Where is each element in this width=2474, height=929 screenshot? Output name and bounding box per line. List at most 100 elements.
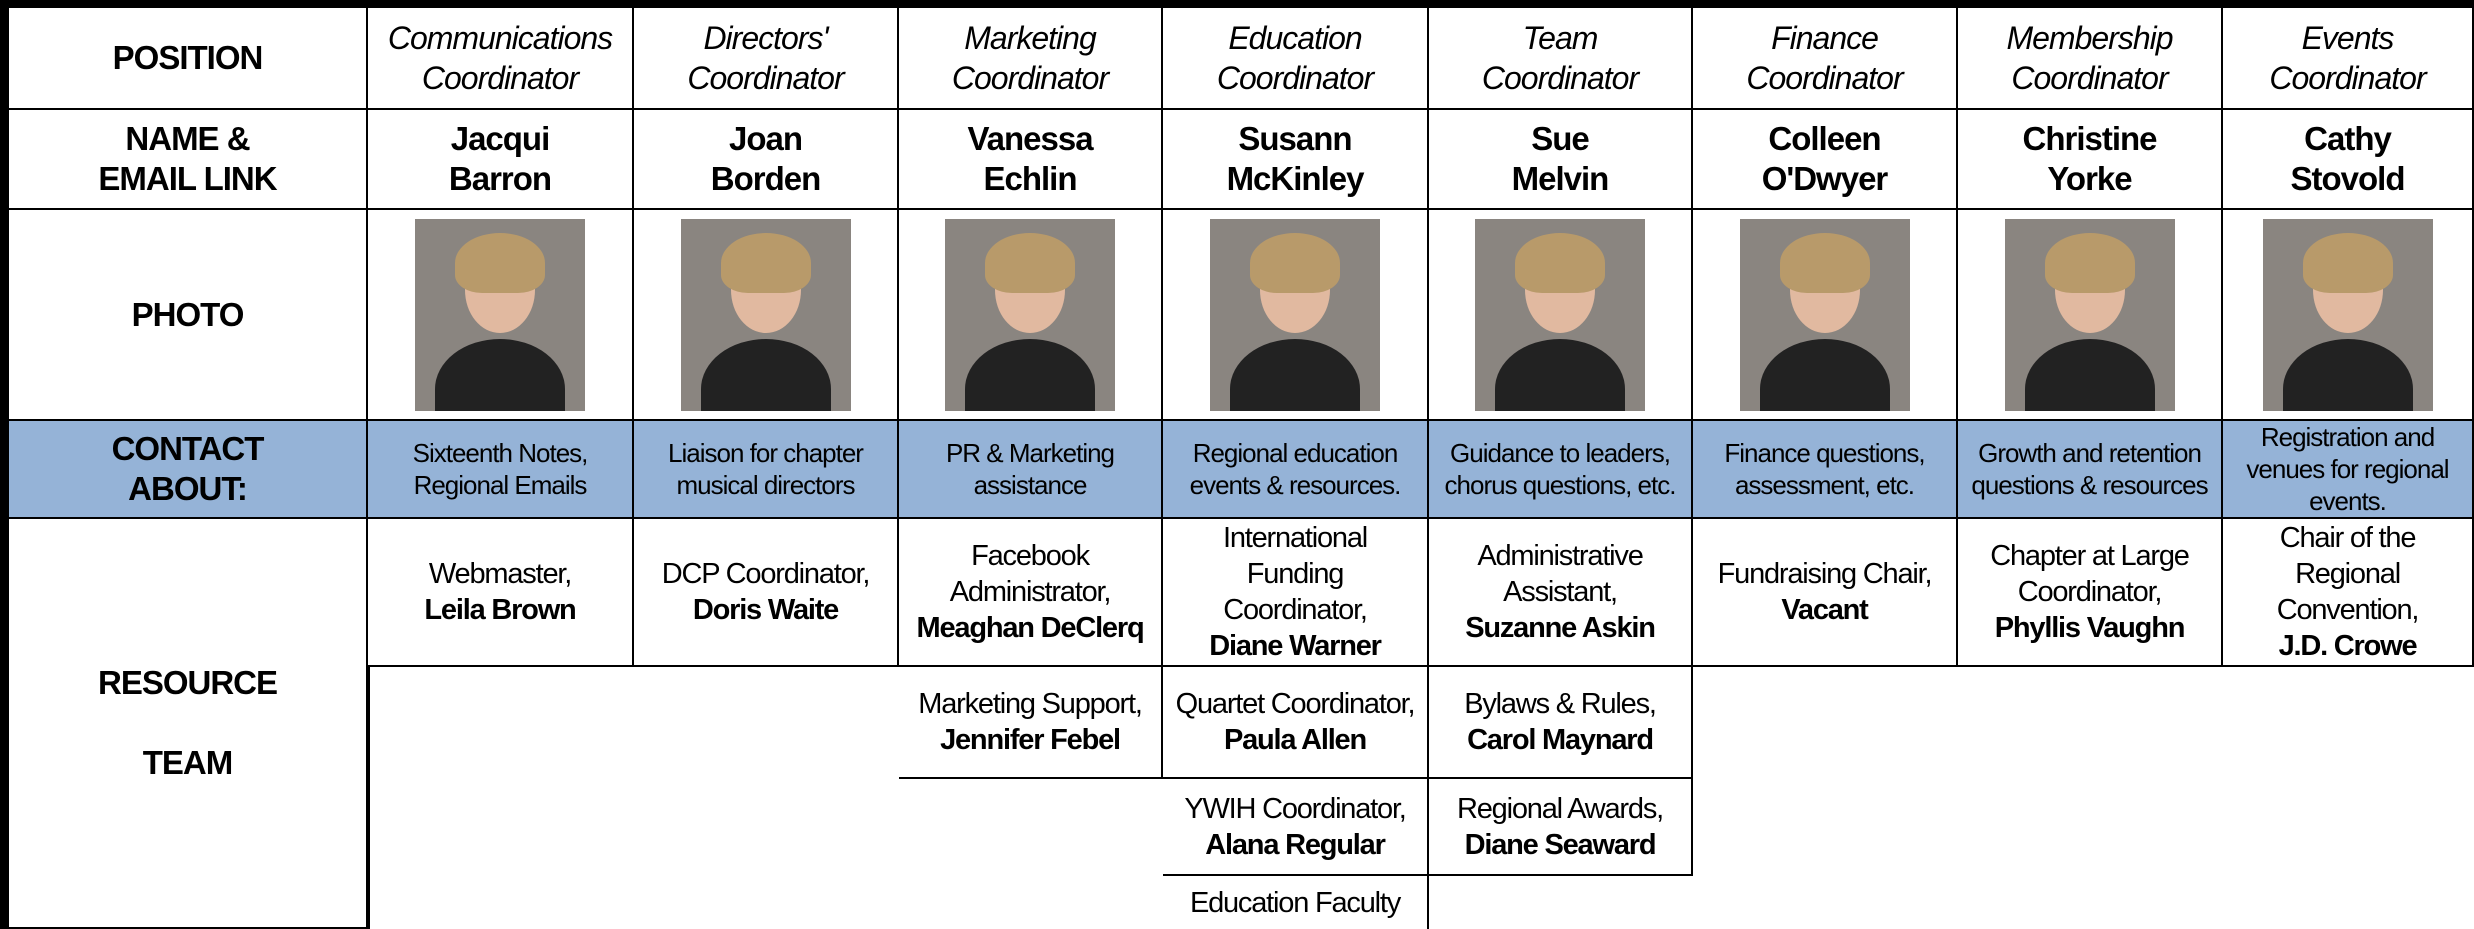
row-label-text: RESOURCE: [97, 664, 278, 701]
position-text: Coordinator: [951, 60, 1109, 96]
name-cell[interactable]: Sue Melvin: [1429, 110, 1693, 210]
row-label-text: CONTACT: [111, 430, 265, 467]
name-cell[interactable]: Christine Yorke: [1958, 110, 2223, 210]
photo-hair: [1515, 232, 1605, 293]
resource-role: Webmaster,: [428, 558, 572, 590]
name-text: Borden: [710, 160, 821, 197]
position-text: Coordinator: [1746, 60, 1903, 96]
resource-text: YWIH Coordinator, Alana Regular: [1174, 791, 1415, 863]
photo-cell: [899, 210, 1163, 421]
resource-name: Jennifer Febel: [940, 724, 1121, 756]
contact-text: Finance questions, assessment, etc.: [1724, 438, 1925, 500]
empty-cell: [1693, 667, 1958, 929]
photo: [1475, 218, 1645, 411]
name-cell[interactable]: Susann McKinley: [1163, 110, 1429, 210]
resource-cell: YWIH Coordinator, Alana Regular: [1163, 779, 1429, 876]
resource-cell: Facebook Administrator, Meaghan DeClerq: [899, 519, 1163, 667]
resource-role: Administrative Assistant,: [1477, 540, 1644, 608]
position-text: Communications: [387, 20, 613, 56]
row-label: RESOURCE TEAM: [9, 519, 368, 929]
name-cell[interactable]: Colleen O'Dwyer: [1693, 110, 1958, 210]
resource-role: Regional Awards,: [1457, 792, 1664, 825]
resource-text: Bylaws & Rules, Carol Maynard: [1454, 686, 1666, 758]
resource-text: Quartet Coordinator, Paula Allen: [1166, 686, 1425, 758]
position-cell: Team Coordinator: [1429, 8, 1693, 110]
position-text: Membership: [2006, 20, 2173, 56]
position-text: Coordinator: [1481, 60, 1639, 96]
resource-name: Doris Waite: [692, 594, 839, 626]
position-text: Coordinator: [2011, 60, 2168, 96]
position-text: Coordinator: [1216, 60, 1374, 96]
empty-cell: [2223, 667, 2474, 929]
resource-cell: Bylaws & Rules, Carol Maynard: [1429, 667, 1693, 779]
resource-role: Chapter at Large Coordinator,: [1990, 540, 2190, 608]
row-label-text: POSITION: [112, 39, 264, 76]
resource-text: Administrative Assistant, Suzanne Askin: [1429, 538, 1691, 646]
resource-role: Quartet Coordinator,: [1175, 688, 1416, 720]
photo-hair: [2302, 232, 2393, 293]
name-text: Cathy: [2304, 120, 2392, 157]
contact-text: Regional education events & resources.: [1189, 438, 1402, 500]
contact-cell: Sixteenth Notes, Regional Emails: [368, 421, 634, 519]
name-cell[interactable]: Vanessa Echlin: [899, 110, 1163, 210]
resource-text: Webmaster, Leila Brown: [414, 556, 585, 628]
position-text: Directors': [703, 20, 828, 56]
contact-text: PR & Marketing assistance: [945, 438, 1115, 500]
name-cell[interactable]: Joan Borden: [634, 110, 899, 210]
row-label: PHOTO: [9, 210, 368, 421]
photo-cell: [634, 210, 899, 421]
position-text: Marketing: [964, 20, 1096, 56]
photo-body: [1495, 338, 1625, 411]
photo-body: [1759, 338, 1890, 411]
resource-text: Facebook Administrator, Meaghan DeClerq: [899, 538, 1161, 646]
name-text: Vanessa: [967, 120, 1093, 157]
resource-role: Education Faculty: [1189, 886, 1401, 919]
resource-cell: Regional Awards, Diane Seaward: [1429, 779, 1693, 876]
resource-name: Alana Regular: [1205, 828, 1386, 861]
resource-role: Marketing Support,: [918, 688, 1143, 720]
name-text: Stovold: [2290, 160, 2406, 197]
photo: [415, 218, 585, 411]
resource-cell: Marketing Support, Jennifer Febel: [899, 667, 1163, 779]
resource-name: Paula Allen: [1223, 724, 1367, 756]
resource-cell: Chair of the Regional Convention, J.D. Cr…: [2223, 519, 2474, 667]
row-label: POSITION: [9, 8, 368, 110]
resource-role: Bylaws & Rules,: [1464, 688, 1657, 720]
contact-cell: Growth and retention questions & resourc…: [1958, 421, 2223, 519]
resource-name: Meaghan DeClerq: [916, 612, 1145, 644]
photo-cell: [1429, 210, 1693, 421]
photo-body: [2024, 338, 2155, 411]
position-text: Coordinator: [2269, 60, 2426, 96]
position-cell: Marketing Coordinator: [899, 8, 1163, 110]
position-cell: Communications Coordinator: [368, 8, 634, 110]
name-text: O'Dwyer: [1761, 160, 1889, 197]
photo: [2262, 218, 2433, 411]
position-cell: Membership Coordinator: [1958, 8, 2223, 110]
row-label-text: TEAM: [142, 744, 233, 781]
resource-name: Diane Warner: [1209, 630, 1382, 662]
resource-role: Facebook Administrator,: [949, 540, 1112, 608]
frame-left: [0, 0, 9, 929]
photo-body: [700, 338, 831, 411]
position-text: Coordinator: [687, 60, 844, 96]
name-cell[interactable]: Cathy Stovold: [2223, 110, 2474, 210]
position-text: Coordinator: [421, 60, 579, 96]
position-cell: Directors' Coordinator: [634, 8, 899, 110]
photo-cell: [2223, 210, 2474, 421]
photo-hair: [2044, 232, 2135, 293]
resource-text: Chair of the Regional Convention, J.D. Cr…: [2223, 520, 2472, 664]
position-text: Events: [2301, 20, 2395, 56]
photo: [680, 218, 851, 411]
photo-body: [1230, 338, 1360, 411]
resource-role: Chair of the Regional Convention,: [2276, 522, 2420, 626]
name-cell[interactable]: Jacqui Barron: [368, 110, 634, 210]
photo-hair: [720, 232, 811, 293]
resource-text: Marketing Support, Jennifer Febel: [908, 686, 1151, 758]
name-text: McKinley: [1226, 160, 1365, 197]
resource-text: DCP Coordinator, Doris Waite: [652, 556, 880, 628]
empty-cell: [368, 667, 634, 929]
resource-role: DCP Coordinator,: [661, 558, 871, 590]
name-text: Susann: [1238, 120, 1352, 157]
name-text: Colleen: [1768, 120, 1881, 157]
